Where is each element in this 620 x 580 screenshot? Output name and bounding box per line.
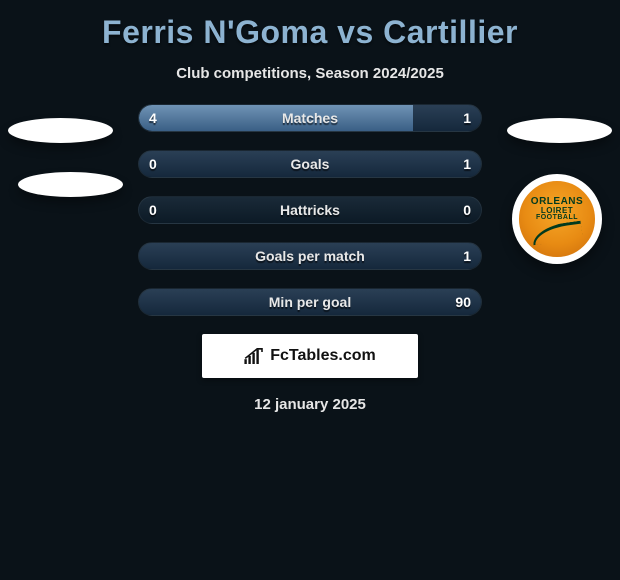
stat-row-hattricks: 0 Hattricks 0 — [138, 196, 482, 224]
stat-row-label: Matches — [139, 105, 481, 131]
brand-box: FcTables.com — [202, 334, 418, 378]
stat-row-matches: 4 Matches 1 — [138, 104, 482, 132]
stat-row-value-right: 1 — [463, 105, 471, 131]
club-right-badge-swoosh-icon — [531, 221, 583, 246]
page-title: Ferris N'Goma vs Cartillier — [0, 0, 620, 51]
club-left-ellipse-2 — [18, 172, 123, 197]
stat-row-min-per-goal: Min per goal 90 — [138, 288, 482, 316]
stat-rows: 4 Matches 1 0 Goals 1 0 Hattricks 0 Goal… — [138, 104, 482, 316]
club-right-badge: ORLEANS LOIRET FOOTBALL — [512, 174, 602, 264]
comparison-content: ORLEANS LOIRET FOOTBALL 4 Matches 1 0 Go… — [0, 104, 620, 413]
stat-row-label: Min per goal — [139, 289, 481, 315]
stat-row-label: Goals — [139, 151, 481, 177]
stat-row-value-right: 90 — [455, 289, 471, 315]
footer-date: 12 january 2025 — [0, 396, 620, 413]
stat-row-value-right: 0 — [463, 197, 471, 223]
stat-row-goals-per-match: Goals per match 1 — [138, 242, 482, 270]
club-right-badge-line3: FOOTBALL — [536, 214, 578, 221]
brand-logo-icon — [244, 348, 264, 364]
stat-row-label: Goals per match — [139, 243, 481, 269]
page-subtitle: Club competitions, Season 2024/2025 — [0, 65, 620, 82]
stat-row-value-right: 1 — [463, 243, 471, 269]
stat-row-goals: 0 Goals 1 — [138, 150, 482, 178]
stat-row-value-right: 1 — [463, 151, 471, 177]
brand-text: FcTables.com — [270, 347, 376, 365]
stat-row-label: Hattricks — [139, 197, 481, 223]
club-right-ellipse — [507, 118, 612, 143]
club-left-ellipse-1 — [8, 118, 113, 143]
